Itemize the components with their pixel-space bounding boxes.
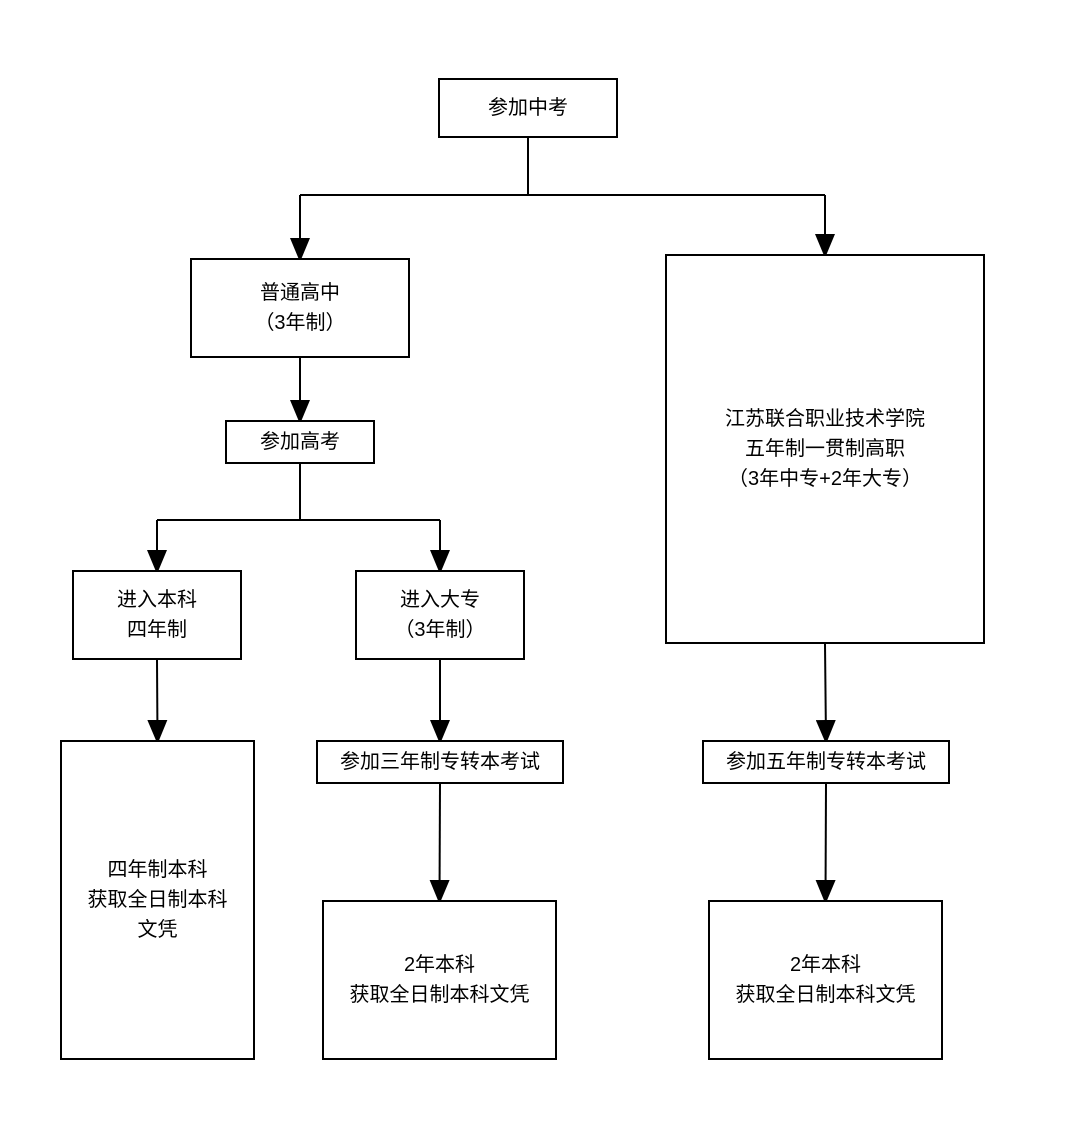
node-text-line: 进入本科 [117,585,197,615]
node-text-line: 2年本科 [790,950,861,980]
node-text-line: 五年制一贯制高职 [745,434,905,464]
node-text-line: 四年制本科 [108,855,208,885]
node-benke_4: 进入本科四年制 [72,570,242,660]
node-text-line: （3年制） [254,308,345,338]
node-exam3: 参加三年制专转本考试 [316,740,564,784]
node-text-line: 参加五年制专转本考试 [726,747,926,777]
node-text-line: 四年制 [127,615,187,645]
node-vocational: 江苏联合职业技术学院五年制一贯制高职（3年中专+2年大专） [665,254,985,644]
node-result5: 2年本科获取全日制本科文凭 [708,900,943,1060]
node-text-line: 参加中考 [488,93,568,123]
node-text-line: 2年本科 [404,950,475,980]
node-text-line: 参加三年制专转本考试 [340,747,540,777]
node-gaokao: 参加高考 [225,420,375,464]
node-text-line: 参加高考 [260,427,340,457]
node-text-line: 获取全日制本科 [88,885,228,915]
node-high_school: 普通高中（3年制） [190,258,410,358]
node-text-line: 普通高中 [260,278,340,308]
node-text-line: 进入大专 [400,585,480,615]
node-dazhuan: 进入大专（3年制） [355,570,525,660]
node-text-line: 获取全日制本科文凭 [350,980,530,1010]
node-result3: 2年本科获取全日制本科文凭 [322,900,557,1060]
node-exam5: 参加五年制专转本考试 [702,740,950,784]
node-text-line: 文凭 [138,915,178,945]
node-start: 参加中考 [438,78,618,138]
node-text-line: 获取全日制本科文凭 [736,980,916,1010]
node-text-line: （3年中专+2年大专） [728,464,922,494]
node-text-line: 江苏联合职业技术学院 [725,404,925,434]
node-result4: 四年制本科获取全日制本科文凭 [60,740,255,1060]
node-text-line: （3年制） [394,615,485,645]
